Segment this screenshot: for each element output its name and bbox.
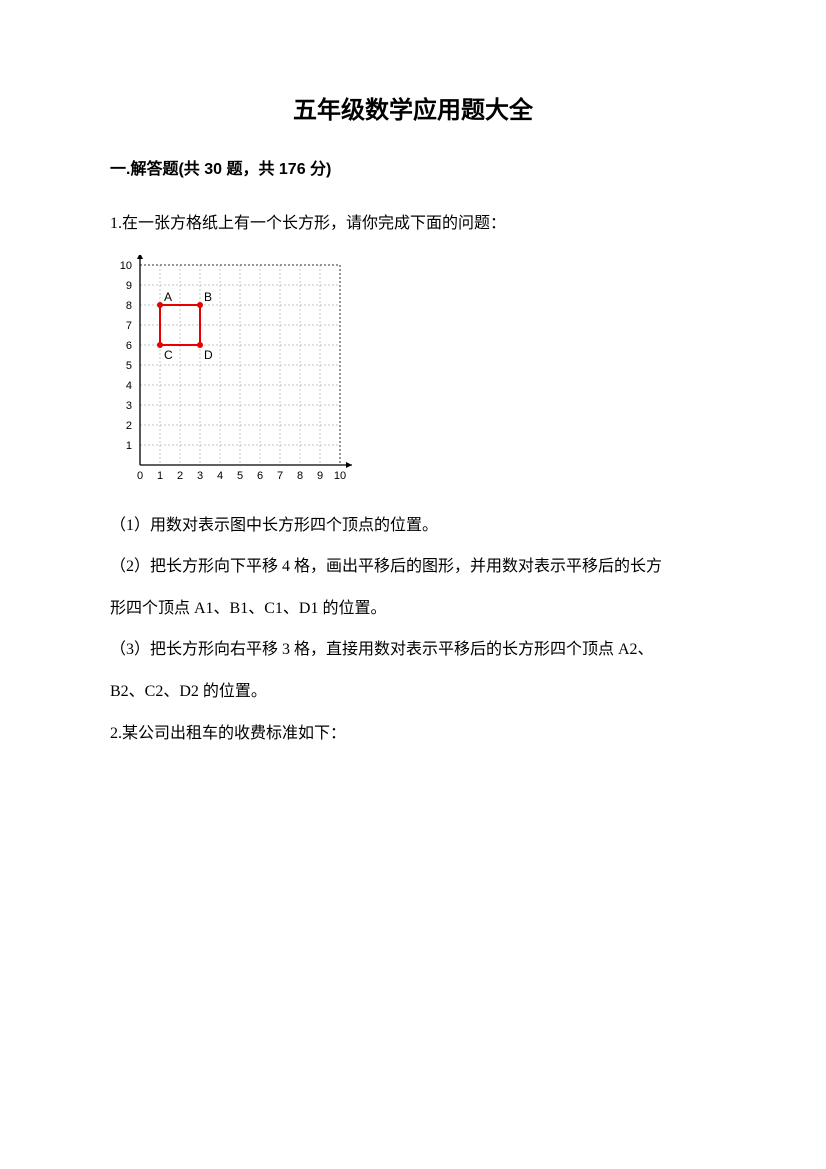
svg-text:5: 5: [237, 470, 243, 482]
p1-sub3b: B2、C2、D2 的位置。: [110, 671, 716, 713]
svg-text:9: 9: [126, 280, 132, 292]
svg-text:D: D: [204, 348, 213, 362]
coordinate-graph: 0 1 2 3 4 5 6 7 8 9 10 1 2 3 4 5 6 7 8 9 10 A B C D: [110, 255, 716, 495]
svg-text:10: 10: [120, 260, 132, 272]
svg-text:C: C: [164, 348, 173, 362]
svg-text:2: 2: [126, 420, 132, 432]
p1-sub1: （1）用数对表示图中长方形四个顶点的位置。: [110, 505, 716, 547]
svg-text:6: 6: [257, 470, 263, 482]
p2-intro: 2.某公司出租车的收费标准如下：: [110, 713, 716, 755]
page-title: 五年级数学应用题大全: [110, 90, 716, 125]
svg-text:4: 4: [126, 380, 132, 392]
svg-text:8: 8: [126, 300, 132, 312]
p1-sub3: （3）把长方形向右平移 3 格，直接用数对表示平移后的长方形四个顶点 A2、: [110, 629, 716, 671]
svg-text:1: 1: [126, 440, 132, 452]
p1-intro: 1.在一张方格纸上有一个长方形，请你完成下面的问题：: [110, 203, 716, 245]
p1-sub2: （2）把长方形向下平移 4 格，画出平移后的图形，并用数对表示平移后的长方: [110, 546, 716, 588]
svg-text:7: 7: [126, 320, 132, 332]
section-heading: 一.解答题(共 30 题，共 176 分): [110, 155, 716, 179]
svg-text:B: B: [204, 290, 212, 304]
svg-text:4: 4: [217, 470, 223, 482]
svg-text:6: 6: [126, 340, 132, 352]
svg-text:2: 2: [177, 470, 183, 482]
graph-svg: 0 1 2 3 4 5 6 7 8 9 10 1 2 3 4 5 6 7 8 9 10 A B C D: [110, 255, 390, 495]
p1-sub2b: 形四个顶点 A1、B1、C1、D1 的位置。: [110, 588, 716, 630]
svg-text:3: 3: [197, 470, 203, 482]
svg-text:5: 5: [126, 360, 132, 372]
svg-text:9: 9: [317, 470, 323, 482]
svg-text:1: 1: [157, 470, 163, 482]
svg-text:7: 7: [277, 470, 283, 482]
svg-text:10: 10: [334, 470, 346, 482]
svg-text:A: A: [164, 290, 172, 304]
svg-text:8: 8: [297, 470, 303, 482]
svg-text:3: 3: [126, 400, 132, 412]
svg-text:0: 0: [137, 470, 143, 482]
